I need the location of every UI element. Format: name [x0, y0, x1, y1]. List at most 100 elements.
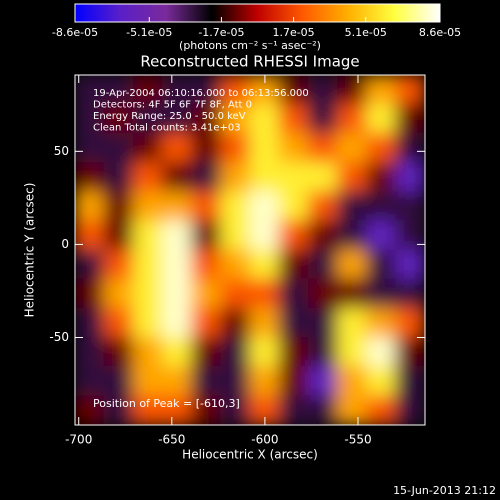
heatmap-cell	[366, 395, 397, 425]
heatmap-cell	[75, 337, 105, 368]
heatmap-cell	[103, 75, 134, 105]
heatmap-cell	[249, 103, 280, 134]
heatmap-cell	[249, 162, 280, 193]
heatmap-cell	[395, 220, 425, 251]
heatmap-cell	[366, 220, 397, 251]
heatmap-cell	[162, 132, 193, 163]
heatmap-cell	[132, 337, 163, 368]
heatmap-cell	[103, 366, 134, 397]
x-tick-label: -550	[344, 433, 371, 447]
heatmap-cell	[395, 337, 425, 368]
heatmap-cell	[132, 366, 163, 397]
heatmap-cell	[103, 220, 134, 251]
heatmap-cell	[307, 162, 338, 193]
heatmap-cell	[103, 162, 134, 193]
heatmap-cell	[278, 103, 309, 134]
heatmap-cell	[103, 132, 134, 163]
heatmap-cell	[278, 162, 309, 193]
colorbar-tick-label: 1.7e-05	[272, 26, 314, 39]
heatmap-cell	[307, 366, 338, 397]
heatmap-cell	[132, 103, 163, 134]
heatmap-cell	[132, 75, 163, 105]
peak-label: Position of Peak = [-610,3]	[93, 397, 240, 410]
heatmap-cell	[191, 75, 222, 105]
heatmap-cell	[337, 307, 368, 338]
heatmap-cell	[249, 249, 280, 280]
heatmap-cell	[75, 191, 105, 222]
heatmap-cell	[162, 220, 193, 251]
heatmap-cell	[191, 278, 222, 309]
heatmap-cell	[191, 307, 222, 338]
heatmap-cell	[337, 395, 368, 425]
colorbar-tick-label: -1.7e-05	[198, 26, 244, 39]
heatmap-cell	[162, 366, 193, 397]
heatmap-cell	[366, 278, 397, 309]
heatmap-cell	[220, 337, 251, 368]
heatmap-cell	[103, 103, 134, 134]
heatmap-cell	[395, 395, 425, 425]
plot-frame	[74, 74, 426, 426]
x-tick-label: -700	[65, 433, 92, 447]
heatmap-cell	[220, 75, 251, 105]
heatmap-cell	[307, 337, 338, 368]
heatmap-cell	[366, 366, 397, 397]
heatmap-cell	[103, 191, 134, 222]
y-tick-label: 50	[54, 144, 69, 158]
heatmap-cell	[366, 337, 397, 368]
heatmap-cell	[395, 366, 425, 397]
heatmap-cell	[75, 249, 105, 280]
heatmap-cell	[103, 307, 134, 338]
heatmap-cell	[75, 220, 105, 251]
heatmap-cell	[337, 278, 368, 309]
heatmap-cell	[220, 103, 251, 134]
heatmap-cell	[366, 132, 397, 163]
heatmap-cell	[366, 249, 397, 280]
colorbar-tick-label: 5.1e-05	[345, 26, 387, 39]
heatmap-cell	[162, 337, 193, 368]
heatmap-cell	[220, 191, 251, 222]
heatmap-cell	[249, 366, 280, 397]
heatmap-cell	[220, 395, 251, 425]
heatmap-cell	[278, 278, 309, 309]
heatmap-cell	[249, 278, 280, 309]
heatmap-cell	[220, 132, 251, 163]
heatmap-cell	[75, 75, 105, 105]
heatmap-cell	[307, 75, 338, 105]
heatmap-cell	[278, 249, 309, 280]
heatmap-cell	[132, 278, 163, 309]
heatmap-cell	[278, 132, 309, 163]
heatmap-cell	[75, 132, 105, 163]
heatmap-cell	[307, 278, 338, 309]
heatmap-cell	[307, 395, 338, 425]
y-tick-label: -50	[49, 330, 69, 344]
heatmap-cell	[191, 220, 222, 251]
heatmap-cell	[337, 337, 368, 368]
heatmap-cell	[220, 162, 251, 193]
heatmap-cell	[103, 337, 134, 368]
heatmap-cell	[132, 249, 163, 280]
heatmap-cell	[191, 132, 222, 163]
heatmap-cell	[307, 191, 338, 222]
heatmap-cell	[191, 103, 222, 134]
heatmap-cell	[162, 395, 193, 425]
heatmap-cell	[307, 307, 338, 338]
heatmap-cell	[132, 395, 163, 425]
heatmap-cell	[395, 103, 425, 134]
heatmap-cell	[337, 366, 368, 397]
heatmap-cell	[75, 278, 105, 309]
heatmap-cell	[75, 103, 105, 134]
annotation: Energy Range: 25.0 - 50.0 keV	[93, 111, 246, 122]
heatmap-cell	[191, 337, 222, 368]
heatmap-cell	[103, 278, 134, 309]
annotation: Clean Total counts: 3.41e+03	[93, 123, 241, 134]
heatmap-cell	[191, 162, 222, 193]
heatmap-cell	[278, 220, 309, 251]
heatmap-cell	[162, 103, 193, 134]
heatmap-cell	[337, 191, 368, 222]
heatmap-cell	[162, 278, 193, 309]
heatmap-cell	[249, 191, 280, 222]
heatmap-cell	[103, 395, 134, 425]
heatmap-cell	[220, 278, 251, 309]
heatmap-cell	[395, 249, 425, 280]
